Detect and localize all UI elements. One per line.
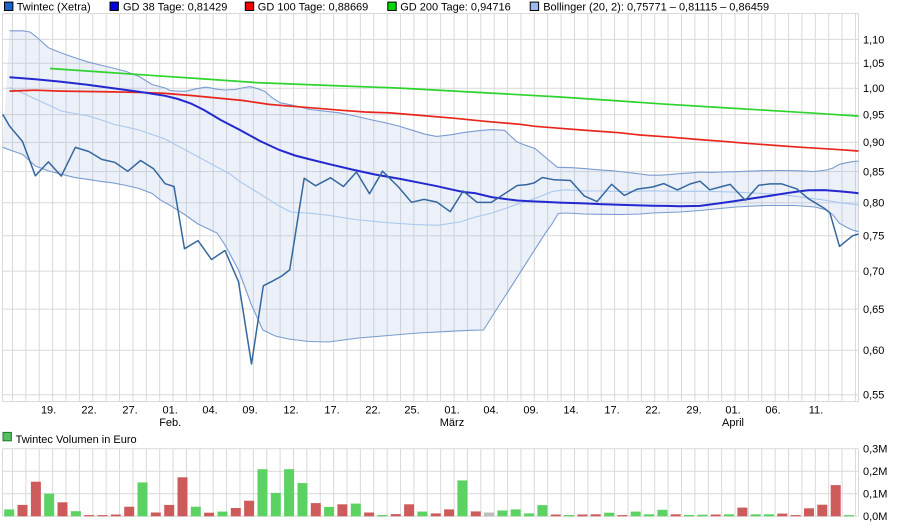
svg-text:0,80: 0,80 <box>863 198 884 210</box>
svg-text:04.: 04. <box>483 405 498 417</box>
svg-text:0,75: 0,75 <box>863 231 884 243</box>
svg-text:11.: 11. <box>809 405 823 417</box>
svg-text:22.: 22. <box>81 405 96 417</box>
svg-text:0,55: 0,55 <box>863 390 884 402</box>
svg-text:0,2M: 0,2M <box>863 466 887 478</box>
svg-text:01.: 01. <box>725 405 740 417</box>
svg-text:19.: 19. <box>41 405 56 417</box>
svg-text:04.: 04. <box>202 405 217 417</box>
svg-text:1,10: 1,10 <box>863 34 884 46</box>
svg-text:0,90: 0,90 <box>863 137 884 149</box>
svg-text:22.: 22. <box>365 405 380 417</box>
svg-text:01.: 01. <box>163 405 178 417</box>
svg-text:09.: 09. <box>523 405 538 417</box>
svg-text:Twintec Volumen in Euro: Twintec Volumen in Euro <box>16 434 137 446</box>
svg-text:1,05: 1,05 <box>863 58 884 70</box>
svg-text:April: April <box>722 417 744 429</box>
svg-text:Feb.: Feb. <box>159 417 181 429</box>
svg-text:0,1M: 0,1M <box>863 489 887 501</box>
svg-text:25.: 25. <box>404 405 419 417</box>
svg-text:1,00: 1,00 <box>863 83 884 95</box>
svg-text:0,3M: 0,3M <box>863 444 887 456</box>
svg-text:17.: 17. <box>324 405 339 417</box>
svg-text:17.: 17. <box>604 405 619 417</box>
svg-text:14.: 14. <box>563 405 578 417</box>
svg-text:0,65: 0,65 <box>863 304 884 316</box>
svg-text:GD 100 Tage: 0,88669: GD 100 Tage: 0,88669 <box>258 2 369 14</box>
svg-text:0,95: 0,95 <box>863 110 884 122</box>
svg-text:22.: 22. <box>645 405 660 417</box>
svg-text:29.: 29. <box>686 405 701 417</box>
svg-text:09.: 09. <box>242 405 257 417</box>
svg-text:GD 200 Tage: 0,94716: GD 200 Tage: 0,94716 <box>400 2 511 14</box>
svg-text:12.: 12. <box>283 405 298 417</box>
svg-text:0,0M: 0,0M <box>863 511 887 523</box>
svg-text:01.: 01. <box>444 405 459 417</box>
svg-text:0,85: 0,85 <box>863 167 884 179</box>
svg-text:Bollinger (20, 2): 0,75771 – 0: Bollinger (20, 2): 0,75771 – 0,81115 – 0… <box>543 2 769 14</box>
svg-text:0,70: 0,70 <box>863 266 884 278</box>
svg-text:27.: 27. <box>122 405 137 417</box>
svg-text:0,60: 0,60 <box>863 345 884 357</box>
svg-text:06.: 06. <box>765 405 780 417</box>
svg-text:Twintec (Xetra): Twintec (Xetra) <box>17 2 91 14</box>
svg-text:GD 38 Tage: 0,81429: GD 38 Tage: 0,81429 <box>123 2 227 14</box>
svg-text:März: März <box>440 417 464 429</box>
